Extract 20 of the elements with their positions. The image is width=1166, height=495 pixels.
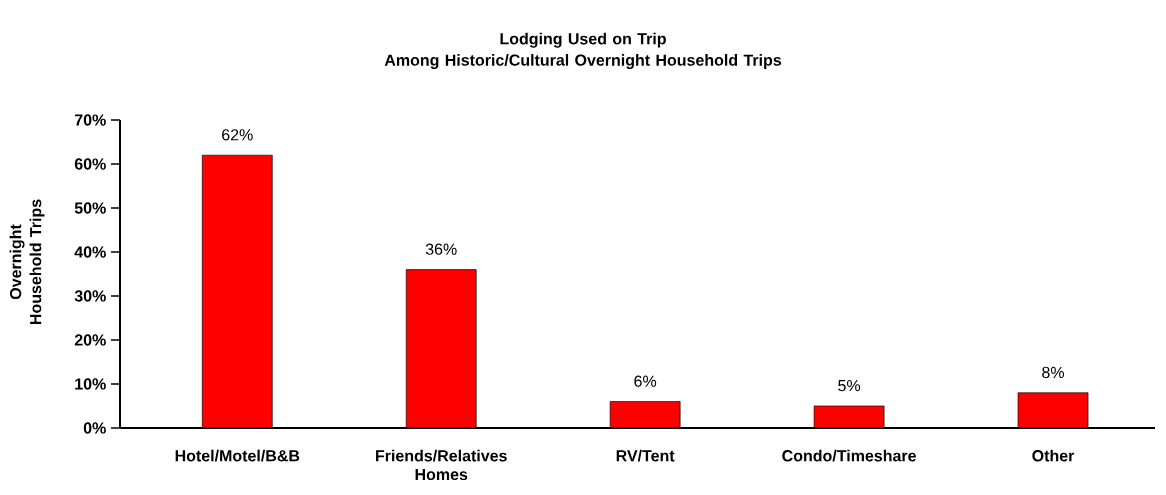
y-tick-label: 40% — [74, 246, 106, 258]
data-label: 8% — [1042, 366, 1065, 379]
data-label: 6% — [634, 375, 657, 387]
x-tick-label: Condo/Timeshare — [782, 449, 916, 462]
data-label: 36% — [425, 243, 457, 255]
x-tick-label: RV/Tent — [616, 449, 675, 462]
x-tick-label: Hotel/Motel/B&B — [175, 449, 300, 462]
chart-title: Lodging Used on Trip Among Historic/Cultural Overnight Household Trips — [384, 32, 782, 70]
y-tick-label: 10% — [75, 378, 106, 390]
y-tick-label: 50% — [74, 202, 106, 214]
y-tick-label: 0% — [83, 422, 106, 434]
data-label: 5% — [838, 380, 861, 392]
data-label: 62% — [222, 129, 253, 141]
x-tick-label: Friends/Relatives Homes — [376, 449, 507, 481]
y-tick-label: 20% — [74, 334, 106, 346]
y-axis-title: Overnight Household Trips — [9, 199, 45, 325]
x-tick-label: Other — [1032, 449, 1075, 462]
y-tick-label: 60% — [74, 158, 106, 170]
y-tick-label: 70% — [74, 114, 106, 126]
y-tick-label: 30% — [74, 290, 106, 302]
